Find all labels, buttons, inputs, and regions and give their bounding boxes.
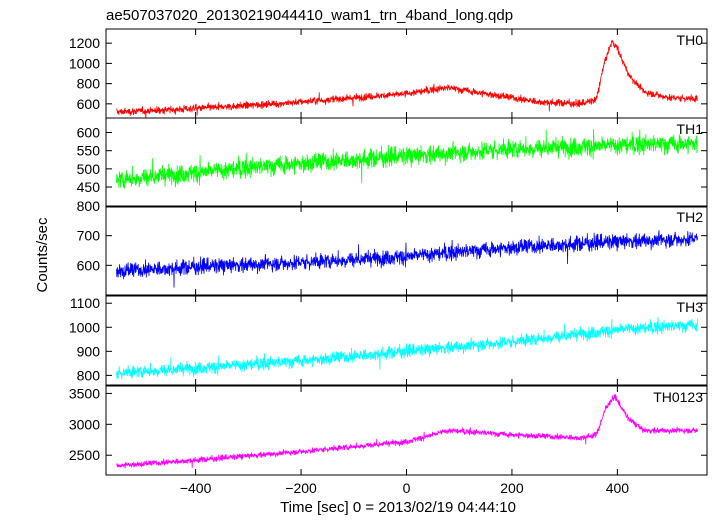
y-tick-label: 500 [77,161,101,177]
x-tick-label: 400 [606,480,630,496]
panel-label: TH1 [677,121,704,137]
y-tick-label: 600 [77,257,101,273]
y-tick-label: 3000 [69,416,100,432]
series-line-th1 [116,129,698,189]
y-axis-label: Counts/sec [34,217,51,293]
y-tick-label: 550 [77,143,101,159]
y-tick-label: 1000 [69,55,100,71]
panels-group: 600 800 1000 1200 TH0 450 500 550 600 TH1 600 700 80… [69,28,708,496]
series-line-th0 [116,39,698,118]
y-tick-label: 600 [77,125,101,141]
chart-title: ae507037020_20130219044410_wam1_trn_4ban… [106,7,513,24]
y-tick-label: 800 [77,367,101,383]
y-tick-label: 450 [77,179,101,195]
y-tick-label: 900 [77,343,101,359]
x-tick-label: 200 [500,480,524,496]
y-tick-label: 1100 [70,295,100,311]
series-line-th3 [116,317,698,380]
series-line-th0123 [116,393,698,469]
x-tick-label: 0 [403,480,411,496]
panel-th1: 450 500 550 600 TH1 [77,117,708,208]
x-axis-label: Time [sec] 0 = 2013/02/19 04:44:10 [280,499,516,516]
y-tick-label: 1000 [69,319,100,335]
panel-frame [105,117,708,208]
panel-label: TH0 [677,32,704,48]
y-tick-label: 600 [77,96,101,112]
y-tick-label: 3500 [69,385,100,401]
panel-th2: 600 700 800 TH2 [77,198,708,296]
series-line-th2 [116,230,698,288]
y-tick-label: 2500 [69,447,100,463]
x-tick-label: −200 [285,480,317,496]
x-tick-label: −400 [180,480,212,496]
y-tick-label: 800 [77,198,101,214]
panel-th0123: 2500 3000 3500 TH0123 [69,385,708,476]
panel-label: TH3 [677,299,704,315]
y-tick-label: 1200 [69,35,100,51]
panel-th0: 600 800 1000 1200 TH0 [69,28,708,119]
y-tick-label: 800 [77,76,101,92]
panel-label: TH0123 [653,389,703,405]
y-tick-label: 700 [77,228,101,244]
panel-label: TH2 [677,209,704,225]
panel-th3: 800 900 1000 1100 TH3 [69,295,708,386]
